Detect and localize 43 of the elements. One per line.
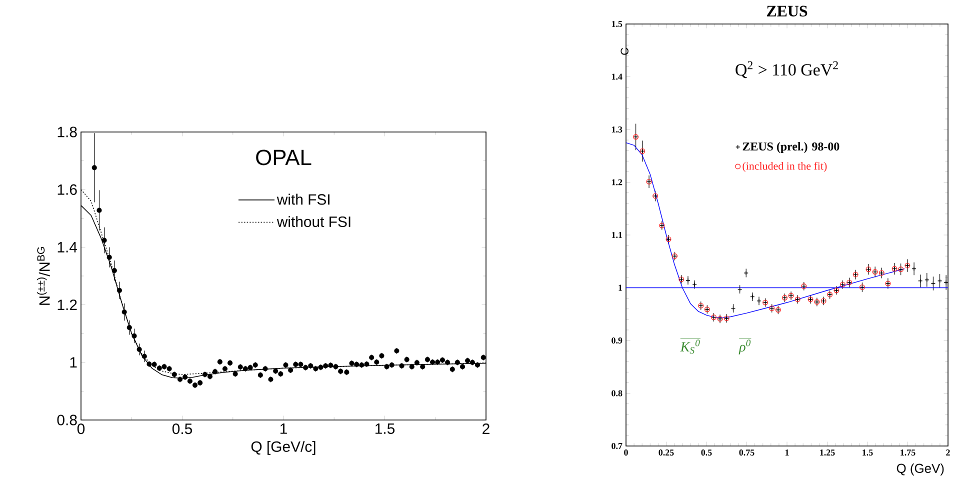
annotation: ρ$^{0}$ bbox=[738, 340, 751, 354]
x-tick-label: 0 bbox=[624, 450, 628, 456]
x-tick-label: 0.5 bbox=[172, 424, 192, 434]
y-tick-label: 0.8 bbox=[57, 414, 77, 426]
y-tick-label: 1.6 bbox=[58, 184, 77, 195]
chart-title: ZEUS bbox=[766, 6, 808, 16]
x-tick-label: 0.75 bbox=[739, 450, 754, 456]
legend-label: (included in the fit) bbox=[742, 162, 827, 172]
x-tick-label: 1 bbox=[785, 450, 789, 456]
x-axis-title: Q [GeV/c] bbox=[251, 440, 316, 455]
x-tick-label: 2 bbox=[946, 450, 950, 456]
x-tick-label: 1.25 bbox=[820, 450, 835, 456]
y-tick-label: 1 bbox=[70, 357, 77, 368]
y-axis-title: C bbox=[620, 48, 628, 55]
y-tick-label: 1.4 bbox=[58, 242, 78, 252]
legend-label: without FSI bbox=[276, 216, 350, 228]
annotation: K$_{S}$0 bbox=[680, 340, 700, 354]
y-tick-label: 1.4 bbox=[612, 74, 622, 80]
y-axis-title: N$^{(±±)}$/N$^{BG}$ bbox=[36, 247, 50, 305]
x-tick-label: 0 bbox=[77, 424, 85, 434]
x-tick-label: 1.5 bbox=[376, 424, 395, 434]
annotation: Q$^{2}$ > 110 GeV$^{2}$ bbox=[736, 61, 838, 78]
x-axis-title: Q (GeV) bbox=[896, 463, 944, 476]
legend-label: ZEUS (prel.) 98-00 bbox=[742, 142, 840, 153]
y-tick-label: 1.5 bbox=[612, 20, 622, 28]
y-tick-label: 0.8 bbox=[612, 390, 622, 396]
text: OPAL bbox=[256, 150, 312, 166]
y-tick-label: 0.9 bbox=[612, 337, 622, 344]
y-tick-label: 1.8 bbox=[58, 126, 77, 138]
y-tick-label: 1.3 bbox=[612, 126, 622, 133]
x-tick-label: 1.5 bbox=[862, 450, 873, 456]
y-tick-label: 1.2 bbox=[612, 179, 622, 186]
x-tick-label: 2 bbox=[482, 424, 490, 434]
x-tick-label: 1 bbox=[280, 424, 287, 434]
y-tick-label: 1 bbox=[618, 284, 622, 291]
x-tick-label: 0.5 bbox=[701, 450, 712, 456]
x-tick-label: 1.75 bbox=[900, 450, 916, 456]
legend-label: with FSI bbox=[276, 194, 330, 205]
x-tick-label: 0.25 bbox=[658, 450, 674, 456]
y-tick-label: 1.2 bbox=[58, 300, 77, 310]
point bbox=[912, 266, 916, 272]
y-tick-label: 1.1 bbox=[612, 232, 622, 238]
y-tick-label: 0.7 bbox=[612, 442, 622, 450]
